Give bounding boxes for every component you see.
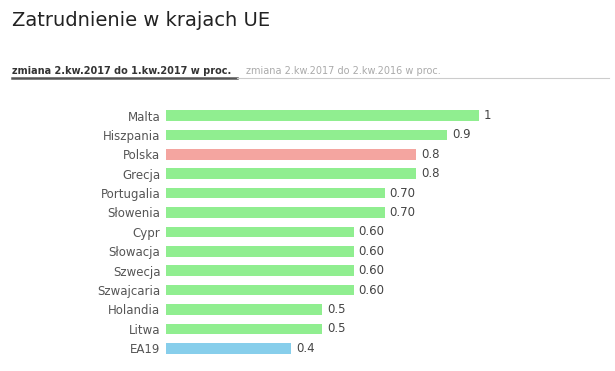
Text: 0.9: 0.9 [452, 128, 470, 141]
Text: zmiana 2.kw.2017 do 2.kw.2016 w proc.: zmiana 2.kw.2017 do 2.kw.2016 w proc. [246, 66, 441, 76]
Text: Zatrudnienie w krajach UE: Zatrudnienie w krajach UE [12, 11, 271, 30]
Text: 0.5: 0.5 [327, 303, 346, 316]
Text: 0.60: 0.60 [359, 225, 384, 239]
Bar [166, 285, 354, 295]
Bar [166, 324, 322, 334]
Bar [166, 265, 354, 276]
Bar [166, 110, 478, 121]
Bar [166, 188, 385, 198]
Text: 0.60: 0.60 [359, 245, 384, 258]
Text: 0.4: 0.4 [296, 342, 314, 355]
Text: 0.60: 0.60 [359, 283, 384, 296]
Bar [166, 149, 416, 160]
Text: 0.5: 0.5 [327, 322, 346, 335]
Text: 1: 1 [483, 109, 491, 122]
Bar [166, 246, 354, 257]
Text: 0.8: 0.8 [421, 167, 439, 180]
Bar [166, 343, 291, 354]
Text: 0.70: 0.70 [389, 206, 416, 219]
Text: 0.70: 0.70 [389, 187, 416, 200]
Bar [166, 207, 385, 218]
Bar [166, 304, 322, 315]
Text: zmiana 2.kw.2017 do 1.kw.2017 w proc.: zmiana 2.kw.2017 do 1.kw.2017 w proc. [12, 66, 232, 76]
Bar [166, 168, 416, 179]
Text: 0.60: 0.60 [359, 264, 384, 277]
Bar [166, 227, 354, 237]
Text: 0.8: 0.8 [421, 148, 439, 161]
Bar [166, 129, 448, 140]
